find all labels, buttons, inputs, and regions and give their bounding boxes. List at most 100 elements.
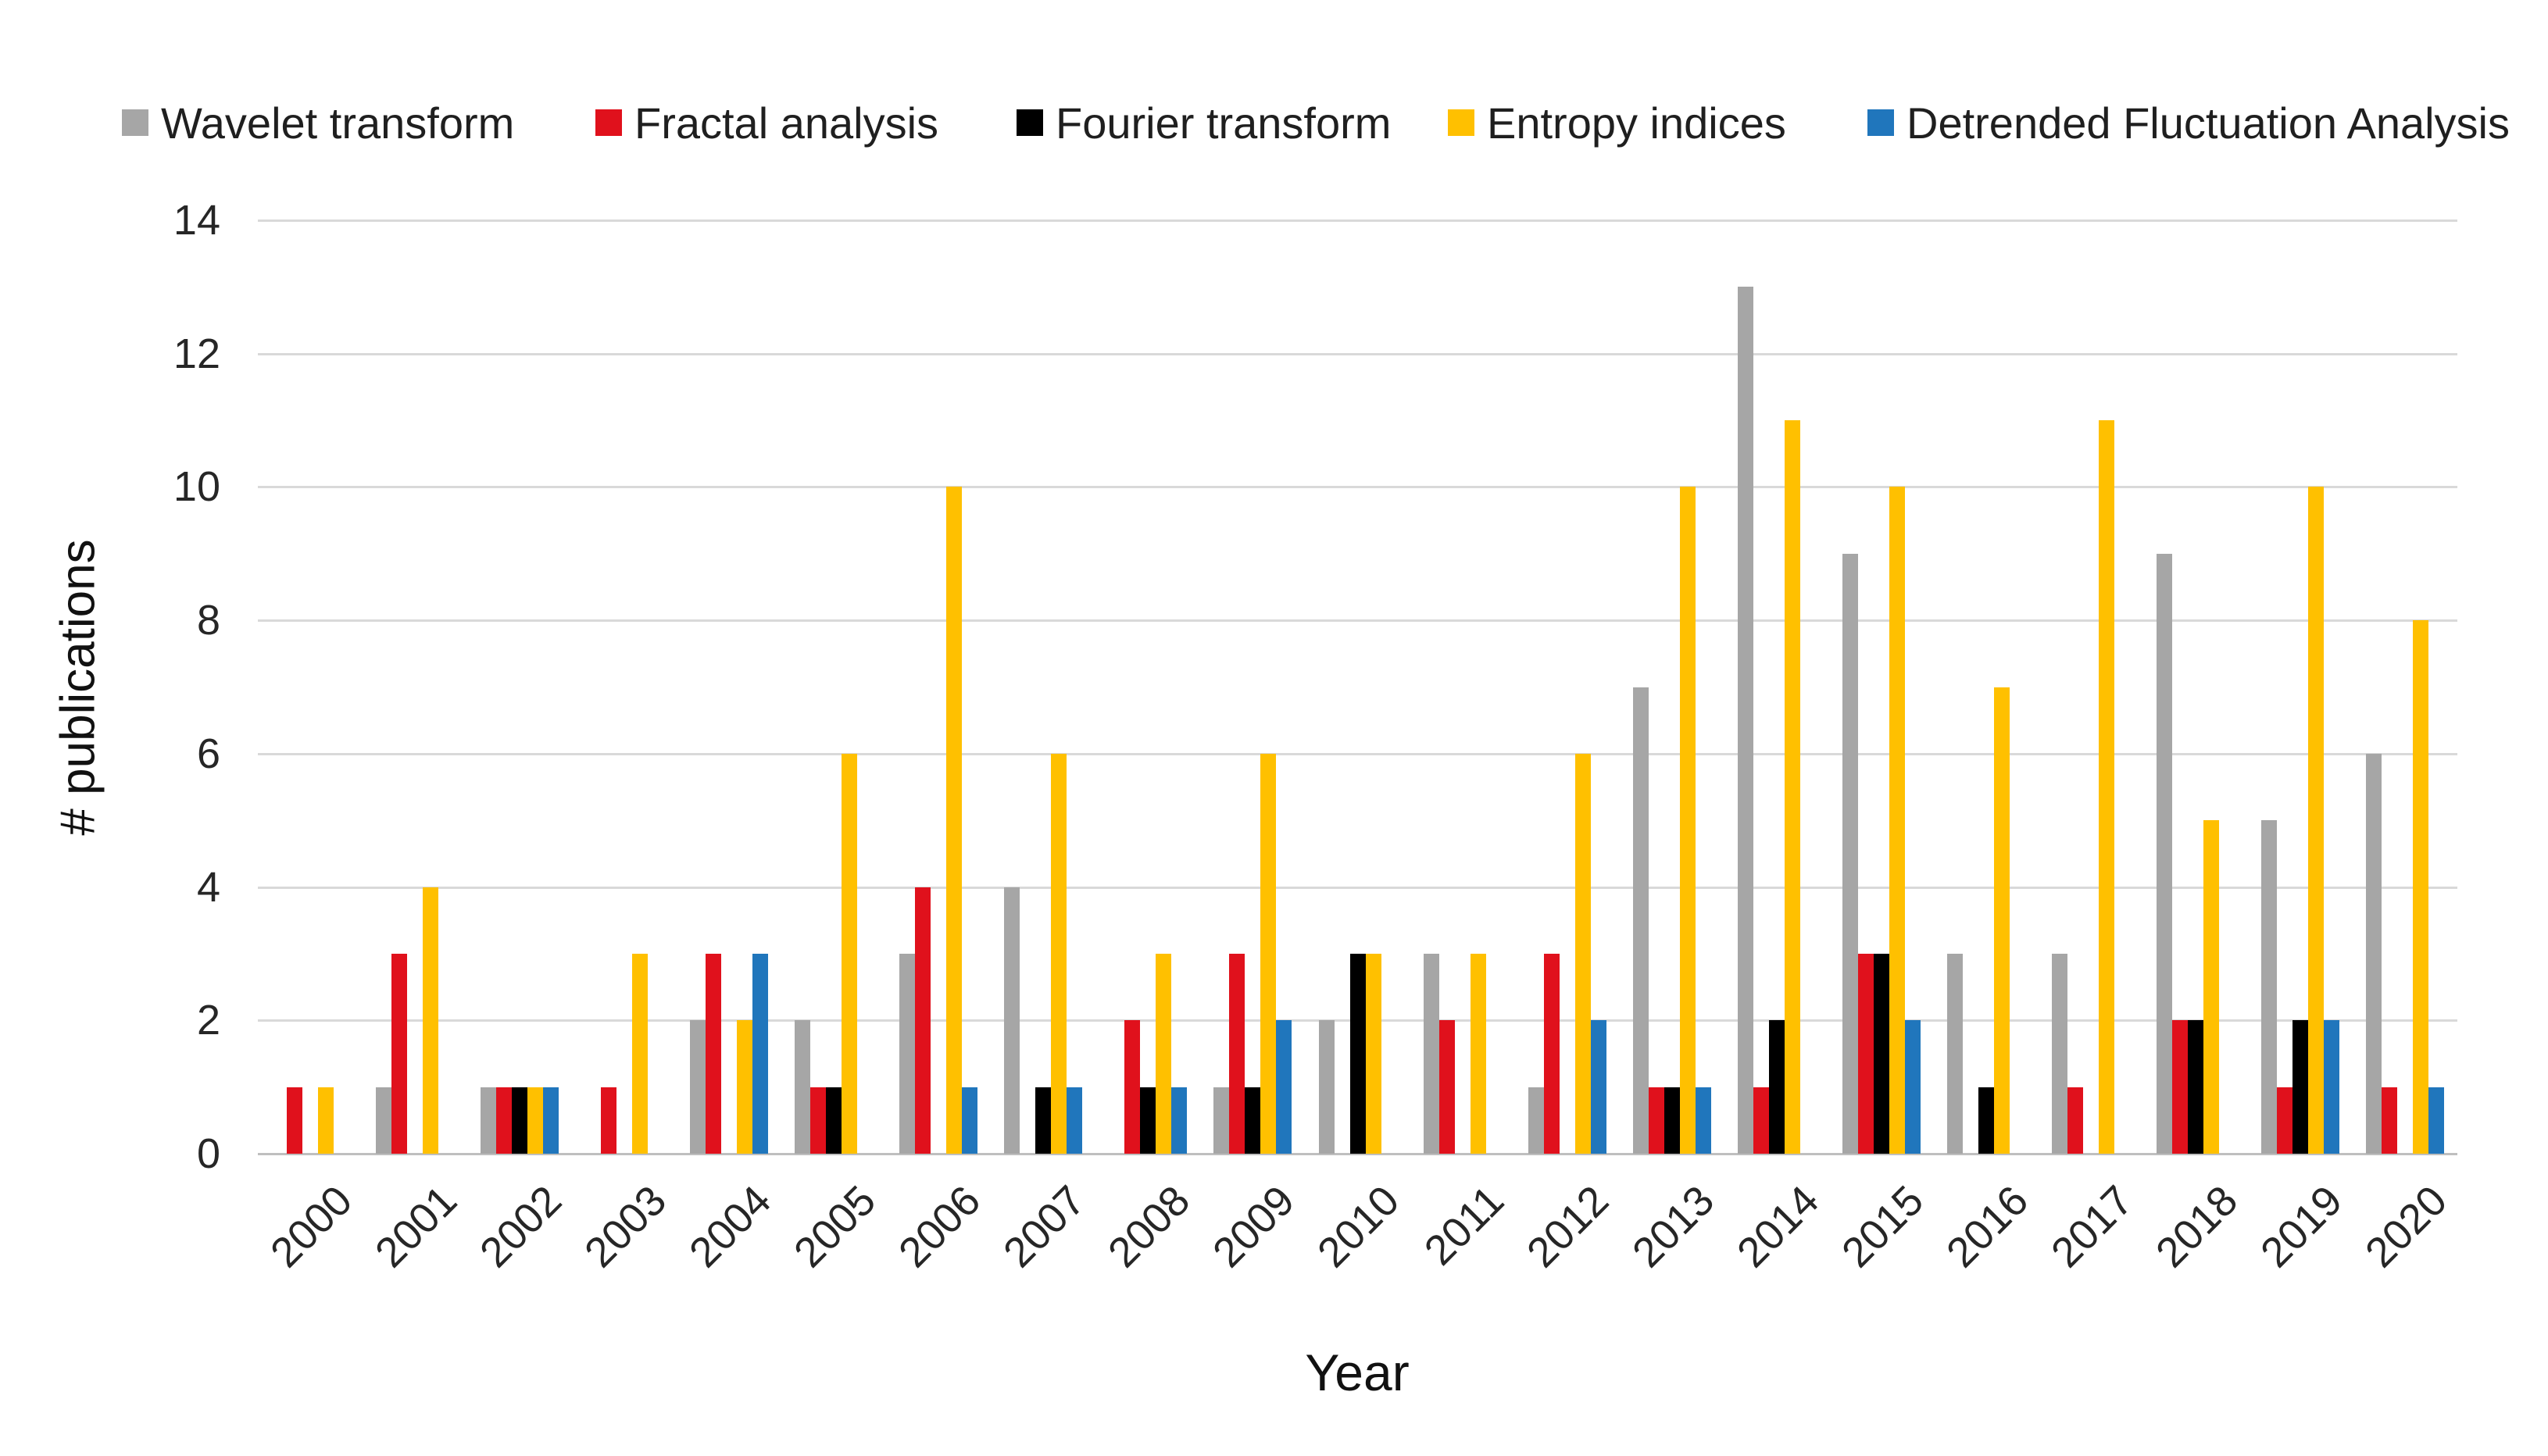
y-tick-label: 4	[196, 863, 220, 911]
x-tick-label: 2008	[1099, 1176, 1199, 1277]
bar-2013-wavelet-transform	[1633, 687, 1649, 1154]
bar-2002-fourier-transform	[512, 1087, 527, 1154]
bar-2006-fractal-analysis	[915, 887, 931, 1154]
bar-2007-entropy-indices	[1051, 754, 1067, 1154]
x-tick-label: 2020	[2356, 1176, 2457, 1277]
legend-item-fourier-transform: Fourier transform	[1017, 95, 1391, 150]
y-tick-label: 2	[196, 997, 220, 1044]
bar-2004-entropy-indices	[737, 1020, 752, 1154]
x-tick-label: 2010	[1309, 1176, 1409, 1277]
bar-2004-wavelet-transform	[690, 1020, 706, 1154]
bar-2000-fractal-analysis	[287, 1087, 302, 1154]
bar-2008-fourier-transform	[1140, 1087, 1156, 1154]
bar-2010-fourier-transform	[1350, 954, 1366, 1154]
legend-swatch-icon	[122, 109, 148, 136]
bar-2009-fourier-transform	[1245, 1087, 1260, 1154]
bar-2010-entropy-indices	[1366, 954, 1381, 1154]
legend-label: Fractal analysis	[634, 98, 939, 148]
bar-2004-detrended-fluctuation-analysis	[752, 954, 768, 1154]
bar-2012-detrended-fluctuation-analysis	[1591, 1020, 1606, 1154]
x-tick-label: 2018	[2146, 1176, 2247, 1277]
bar-2009-detrended-fluctuation-analysis	[1276, 1020, 1292, 1154]
x-tick-label: 2012	[1518, 1176, 1618, 1277]
bar-2005-fractal-analysis	[810, 1087, 826, 1154]
x-tick-label: 2004	[680, 1176, 781, 1277]
bar-2016-entropy-indices	[1994, 687, 2010, 1154]
x-tick-label: 2001	[366, 1176, 466, 1277]
bar-2007-wavelet-transform	[1004, 887, 1020, 1154]
bar-2013-entropy-indices	[1680, 487, 1696, 1154]
bar-2019-fractal-analysis	[2277, 1087, 2292, 1154]
bar-2019-entropy-indices	[2308, 487, 2324, 1154]
bar-2009-fractal-analysis	[1229, 954, 1245, 1154]
legend-swatch-icon	[1867, 109, 1894, 136]
bar-2011-wavelet-transform	[1424, 954, 1439, 1154]
bar-2001-fractal-analysis	[391, 954, 407, 1154]
bar-2007-detrended-fluctuation-analysis	[1067, 1087, 1082, 1154]
bar-2020-detrended-fluctuation-analysis	[2428, 1087, 2444, 1154]
bar-2002-entropy-indices	[527, 1087, 543, 1154]
bar-2003-fractal-analysis	[601, 1087, 616, 1154]
x-tick-label: 2016	[1937, 1176, 2037, 1277]
bar-2018-entropy-indices	[2203, 820, 2219, 1154]
legend-label: Wavelet transform	[161, 98, 515, 148]
bar-2019-detrended-fluctuation-analysis	[2324, 1020, 2339, 1154]
y-tick-label: 0	[196, 1130, 220, 1177]
bar-2002-fractal-analysis	[496, 1087, 512, 1154]
bar-2012-fractal-analysis	[1544, 954, 1560, 1154]
bar-2005-entropy-indices	[842, 754, 857, 1154]
bar-2018-fourier-transform	[2188, 1020, 2203, 1154]
x-tick-label: 2017	[2042, 1176, 2142, 1277]
bar-2012-entropy-indices	[1575, 754, 1591, 1154]
x-tick-label: 2011	[1416, 1176, 1513, 1275]
x-tick-label: 2019	[2251, 1176, 2352, 1277]
bar-2011-entropy-indices	[1471, 954, 1486, 1154]
x-axis-title: Year	[1305, 1344, 1410, 1401]
gridline	[258, 619, 2457, 623]
x-axis-line	[258, 1153, 2457, 1155]
bar-2016-fourier-transform	[1978, 1087, 1994, 1154]
bar-2006-detrended-fluctuation-analysis	[962, 1087, 977, 1154]
bar-2020-entropy-indices	[2413, 620, 2428, 1154]
x-tick-label: 2000	[261, 1176, 362, 1277]
x-tick-label: 2007	[995, 1176, 1095, 1277]
legend-item-entropy-indices: Entropy indices	[1448, 95, 1786, 150]
legend-label: Fourier transform	[1056, 98, 1392, 148]
legend-swatch-icon	[1448, 109, 1474, 136]
bar-2009-entropy-indices	[1260, 754, 1276, 1154]
bar-2015-fourier-transform	[1874, 954, 1889, 1154]
legend-item-detrended-fluctuation-analysis: Detrended Fluctuation Analysis	[1867, 95, 2510, 150]
y-tick-label: 12	[173, 330, 220, 377]
gridline	[258, 886, 2457, 889]
bar-2008-entropy-indices	[1156, 954, 1171, 1154]
y-tick-label: 14	[173, 197, 220, 244]
bar-2019-wavelet-transform	[2261, 820, 2277, 1154]
legend-item-fractal-analysis: Fractal analysis	[595, 95, 938, 150]
bar-2001-wavelet-transform	[376, 1087, 391, 1154]
bar-2014-entropy-indices	[1785, 420, 1800, 1154]
bar-2000-entropy-indices	[318, 1087, 334, 1154]
bar-2015-fractal-analysis	[1858, 954, 1874, 1154]
bar-2002-detrended-fluctuation-analysis	[543, 1087, 559, 1154]
legend-label: Entropy indices	[1487, 98, 1786, 148]
y-tick-label: 6	[196, 730, 220, 777]
x-tick-label: 2005	[785, 1176, 885, 1277]
y-axis-title: # publications	[51, 539, 105, 836]
y-tick-label: 8	[196, 597, 220, 644]
bar-2009-wavelet-transform	[1213, 1087, 1229, 1154]
bar-2014-fractal-analysis	[1753, 1087, 1769, 1154]
bar-2014-fourier-transform	[1769, 1020, 1785, 1154]
bar-2012-wavelet-transform	[1528, 1087, 1544, 1154]
bar-2001-entropy-indices	[423, 887, 438, 1154]
bar-2006-wavelet-transform	[899, 954, 915, 1154]
legend-swatch-icon	[595, 109, 622, 136]
legend-label: Detrended Fluctuation Analysis	[1907, 98, 2510, 148]
bar-2018-fractal-analysis	[2172, 1020, 2188, 1154]
gridline	[258, 486, 2457, 489]
gridline	[258, 752, 2457, 755]
legend: Wavelet transform Fractal analysis Fourier…	[0, 0, 2548, 164]
bar-2003-entropy-indices	[632, 954, 648, 1154]
x-tick-label: 2003	[575, 1176, 676, 1277]
bar-2017-fractal-analysis	[2067, 1087, 2083, 1154]
